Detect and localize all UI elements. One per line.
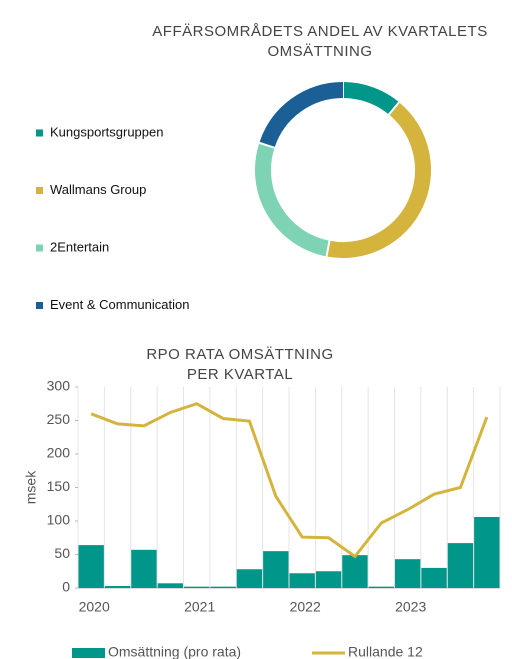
bar (342, 555, 368, 588)
y-tick-label: 200 (47, 445, 71, 461)
legend-swatch (36, 302, 43, 309)
bar (447, 543, 474, 588)
y-tick-label: 150 (47, 478, 71, 494)
x-tick-label: 2021 (184, 599, 215, 615)
x-tick-label: 2023 (395, 599, 426, 615)
legend-label: Event & Communication (50, 297, 189, 312)
legend-swatch (36, 244, 43, 252)
legend-swatch (36, 187, 43, 194)
x-tick-label: 2020 (79, 599, 110, 615)
bar-title: RPO RATA OMSÄTTNING PER KVARTAL (146, 346, 334, 383)
donut-segment (259, 82, 344, 148)
bar (395, 559, 421, 588)
segment-gap (387, 100, 401, 116)
bar (315, 571, 342, 588)
y-tick-label: 300 (47, 378, 71, 394)
bar (236, 569, 263, 588)
donut-segment (326, 102, 431, 258)
legend-label: 2Entertain (50, 239, 109, 254)
bar (368, 586, 394, 588)
segment-gap (258, 141, 276, 150)
bar (184, 586, 210, 588)
bar (104, 585, 131, 588)
bar (78, 545, 104, 588)
legend-label: Rullande 12 (348, 644, 423, 659)
y-tick-label: 0 (62, 579, 70, 595)
legend-swatch (72, 648, 105, 658)
donut-segment (342, 82, 400, 115)
donut-segment (255, 142, 330, 257)
line (90, 402, 489, 559)
bar (289, 573, 315, 588)
donut-title: AFFÄRSOMRÅDETS ANDEL AV KVARTALETS OMSÄT… (152, 23, 488, 60)
legend-label: Wallmans Group (50, 182, 146, 197)
y-tick-label: 50 (54, 545, 70, 561)
x-tick-label: 2022 (290, 599, 321, 615)
y-tick-label: 250 (47, 411, 71, 427)
bar (157, 583, 183, 588)
segment-gap (325, 239, 331, 258)
bar (210, 586, 236, 588)
legend-label: Omsättning (pro rata) (108, 644, 241, 659)
y-axis-label: msek (23, 470, 39, 504)
bar (131, 549, 157, 588)
bar (474, 516, 500, 588)
legend-label: Kungsportsgruppen (50, 124, 163, 139)
y-tick-label: 100 (47, 512, 71, 528)
legend-swatch (36, 129, 43, 137)
bar (263, 551, 289, 588)
bar (421, 567, 447, 588)
